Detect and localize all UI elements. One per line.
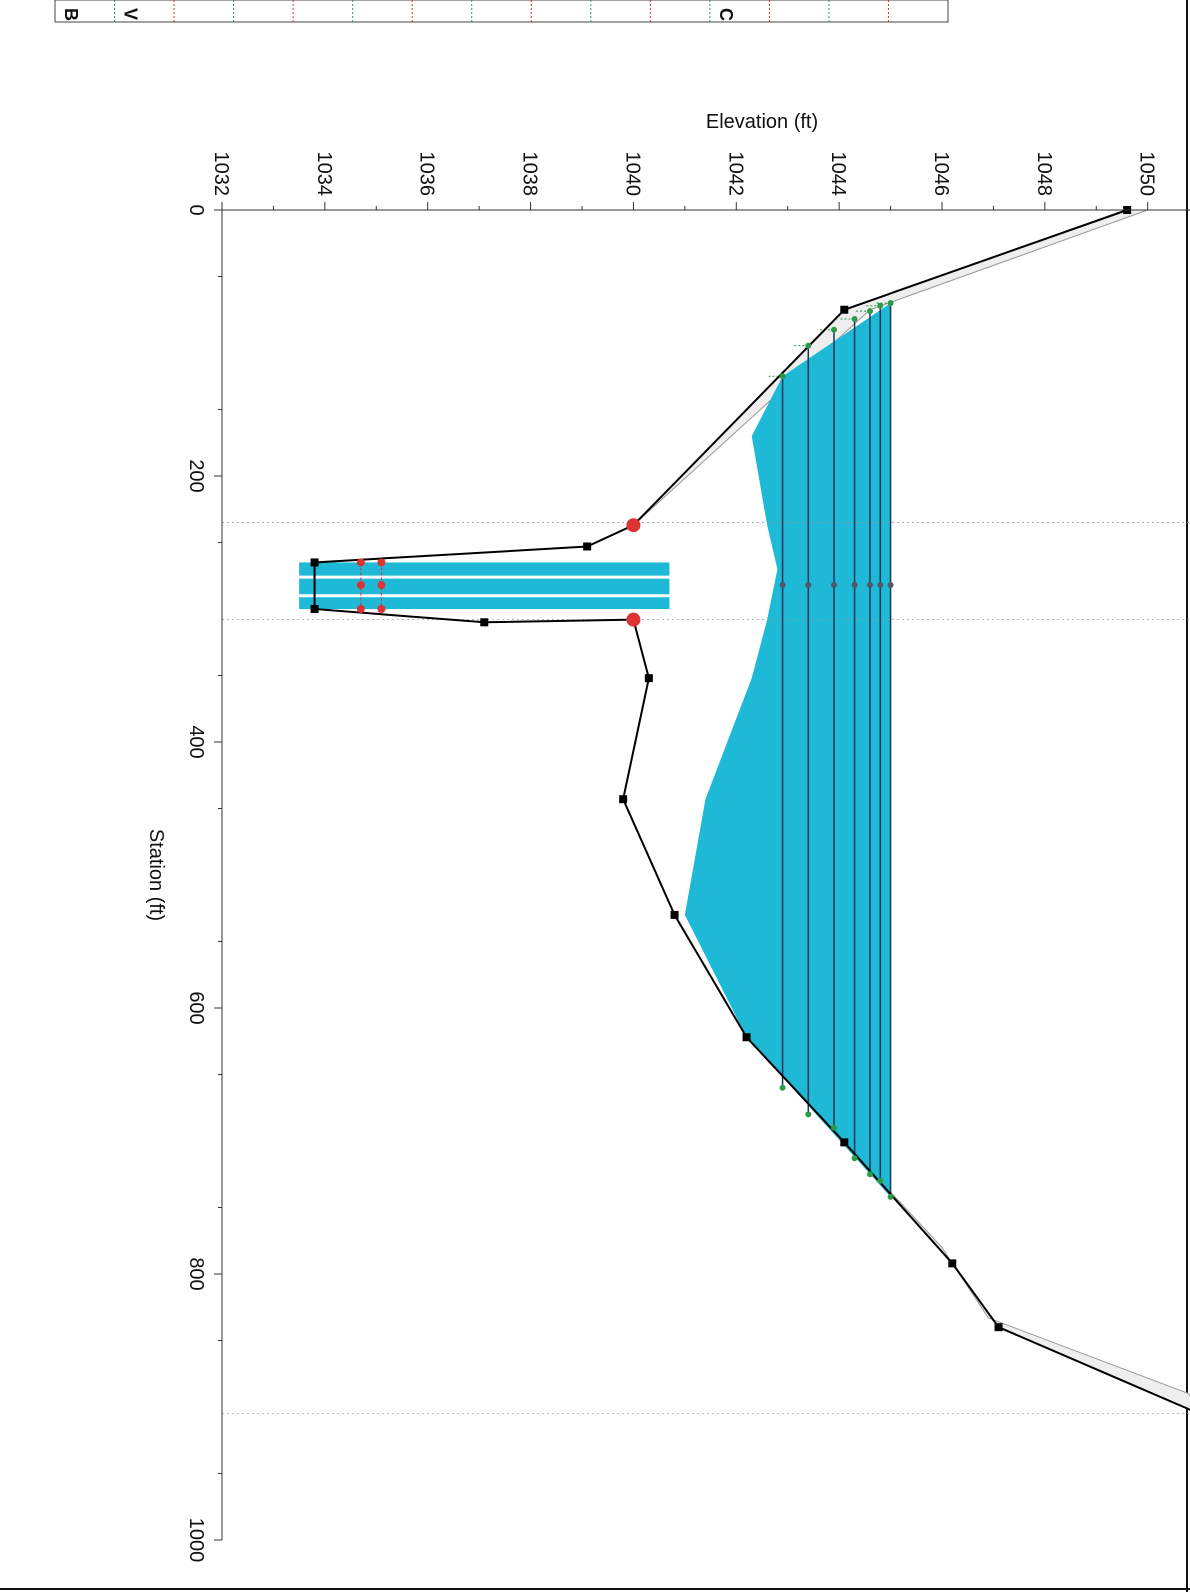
ground-point — [619, 795, 628, 804]
ws-right-point — [831, 1124, 837, 1131]
y-tick-label: 1050 — [1136, 152, 1158, 197]
ground-point — [840, 305, 849, 314]
ws-left-point — [867, 308, 873, 315]
ws-right-point — [887, 1193, 894, 1200]
y-tick-label: 1032 — [210, 152, 232, 197]
ground-point — [480, 618, 489, 627]
culvert-marker — [377, 605, 386, 613]
legend-entry-label: C — [716, 8, 736, 21]
y-tick-label: 1044 — [827, 152, 849, 197]
ground-point — [742, 1033, 751, 1042]
ground-point — [583, 542, 592, 551]
ground-point — [670, 910, 679, 919]
ws-center-point — [851, 582, 858, 589]
ws-left-point — [887, 300, 894, 307]
culvert-marker — [356, 605, 365, 613]
x-tick-label: 200 — [185, 459, 207, 492]
ws-center-point — [877, 582, 884, 589]
ws-right-point — [779, 1084, 786, 1091]
y-tick-label: 1048 — [1033, 152, 1055, 197]
ws-center-point — [805, 582, 812, 589]
y-tick-label: 1040 — [621, 152, 643, 197]
ws-right-point — [867, 1171, 873, 1178]
y-tick-label: 1036 — [416, 152, 438, 197]
channel-water — [299, 562, 670, 610]
water-fill — [684, 303, 891, 1197]
y-tick-label: 1046 — [930, 152, 952, 197]
ws-right-point — [877, 1177, 884, 1184]
x-tick-label: 0 — [185, 204, 207, 215]
x-tick-label: 1000 — [185, 1518, 207, 1563]
y-axis-title: Elevation (ft) — [706, 111, 818, 133]
ws-center-point — [887, 582, 894, 589]
ws-center-point — [779, 582, 786, 589]
legend-entry-label: B — [61, 8, 81, 21]
bank-station-point — [626, 612, 641, 627]
ws-left-point — [779, 373, 786, 380]
ground-point — [644, 674, 653, 683]
culvert-marker — [377, 558, 386, 567]
x-tick-label: 400 — [185, 725, 207, 758]
ws-left-point — [805, 342, 812, 349]
x-tick-label: 600 — [185, 991, 207, 1024]
ground-point — [948, 1259, 957, 1268]
y-tick-label: 1042 — [724, 152, 746, 197]
culvert-marker — [356, 558, 365, 567]
x-axis-title: Station (ft) — [145, 829, 167, 921]
ground-point — [310, 605, 319, 613]
bank-station-point — [626, 518, 641, 533]
ws-left-point — [877, 302, 884, 309]
ground-point — [994, 1323, 1003, 1332]
ws-left-point — [831, 326, 837, 333]
x-tick-label: 800 — [185, 1257, 207, 1290]
y-tick-label: 1038 — [519, 152, 541, 197]
ws-center-point — [831, 582, 837, 589]
culvert-marker — [377, 581, 386, 590]
rotated-plot: 0 200 400 600 800 1000 1032 1034 1036 1038 1040 104… — [145, 111, 1190, 1562]
ground-line — [313, 209, 1190, 1415]
ws-right-point — [805, 1111, 812, 1118]
ws-center-point — [867, 582, 873, 589]
ws-right-point — [851, 1155, 858, 1162]
ground-point — [840, 1138, 849, 1147]
legend-entry-label: V — [121, 8, 141, 20]
culvert-marker — [356, 581, 365, 590]
ws-left-point — [851, 316, 858, 323]
y-tick-label: 1034 — [313, 152, 335, 197]
ground-point — [310, 558, 319, 567]
